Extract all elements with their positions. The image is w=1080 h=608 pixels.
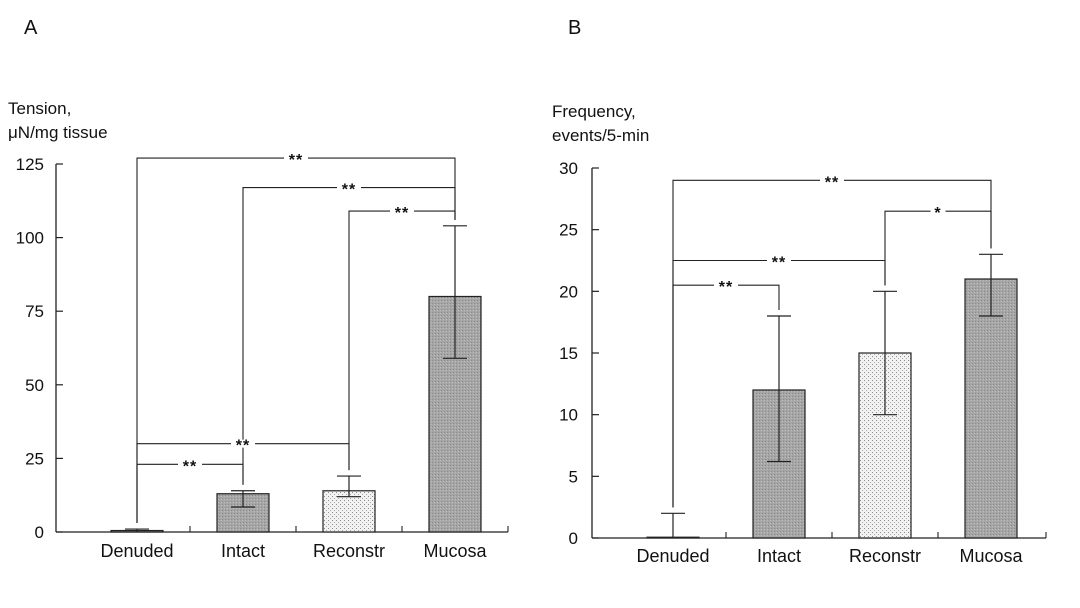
panel-a-plot: 0 25 50 75 100 125 Denuded Intact Reconstr Mucosa… xyxy=(16,152,509,561)
panel-a-ylabel-line2: μN/mg tissue xyxy=(8,123,108,142)
panel-b-significance-gap xyxy=(820,176,844,185)
panel-a-category-label: Denuded xyxy=(100,541,173,561)
panel-b-category-label: Mucosa xyxy=(959,546,1023,566)
panel-a-letter: A xyxy=(24,17,38,39)
panel-a-y-tick-label: 100 xyxy=(16,229,44,248)
panel-a-significance-label: ** xyxy=(289,152,303,169)
panel-a-ylabel-line1: Tension, xyxy=(8,99,71,118)
panel-b-category-label: Intact xyxy=(757,546,801,566)
panel-a-y-tick-label: 0 xyxy=(35,523,44,542)
panel-a-y-tick-label: 50 xyxy=(25,376,44,395)
panel-a-significance-gap xyxy=(390,207,414,216)
panel-b-y-tick-label: 0 xyxy=(569,529,578,548)
panel-b-significance-gap xyxy=(714,281,738,290)
panel-a-significance-gap xyxy=(337,183,361,192)
panel-b-plot: 0 5 10 15 20 25 30 Denuded Intact Reconstr Mucosa *… xyxy=(559,159,1047,566)
panel-b: B Frequency, events/5-min 0 5 10 15 20 25 30 De… xyxy=(552,17,1047,566)
panel-a-y-tick-label: 25 xyxy=(25,449,44,468)
panel-b-significance-gap xyxy=(930,207,946,216)
panel-b-category-label: Reconstr xyxy=(849,546,921,566)
panel-b-significance-bracket xyxy=(884,210,992,286)
panel-a-y-tick-label: 75 xyxy=(25,302,44,321)
panel-b-y-tick-label: 20 xyxy=(559,282,578,301)
panel-b-y-tick-label: 30 xyxy=(559,159,578,178)
panel-b-y-tick-label: 5 xyxy=(569,467,578,486)
panel-b-ylabel-line1: Frequency, xyxy=(552,102,636,121)
panel-a-significance-gap xyxy=(231,439,255,448)
panel-a-significance-gap xyxy=(178,460,202,469)
panel-a: A Tension, μN/mg tissue 0 25 50 75 100 125 Den… xyxy=(8,17,509,561)
panel-b-ylabel-line2: events/5-min xyxy=(552,126,649,145)
panel-b-letter: B xyxy=(568,17,581,39)
panel-b-significance-label: ** xyxy=(719,279,733,296)
panel-a-significance-label: ** xyxy=(342,182,356,199)
panel-b-bar-mucosa xyxy=(964,278,1018,539)
panel-b-category-label: Denuded xyxy=(636,546,709,566)
panel-a-significance-label: ** xyxy=(395,205,409,222)
panel-b-significance-bracket xyxy=(672,179,992,508)
panel-a-category-label: Mucosa xyxy=(423,541,487,561)
panel-b-y-tick-label: 15 xyxy=(559,344,578,363)
panel-a-y-tick-label: 125 xyxy=(16,155,44,174)
panel-a-significance-label: ** xyxy=(236,438,250,455)
panel-a-category-label: Intact xyxy=(221,541,265,561)
panel-a-category-label: Reconstr xyxy=(313,541,385,561)
panel-a-significance-label: ** xyxy=(183,458,197,475)
panel-a-significance-gap xyxy=(284,154,308,163)
panel-b-significance-gap xyxy=(767,256,791,265)
panel-b-y-tick-label: 10 xyxy=(559,406,578,425)
panel-b-y-tick-label: 25 xyxy=(559,221,578,240)
panel-b-significance-label: ** xyxy=(825,174,839,191)
panel-b-significance-label: ** xyxy=(772,255,786,272)
panel-b-significance-label: * xyxy=(934,205,941,222)
